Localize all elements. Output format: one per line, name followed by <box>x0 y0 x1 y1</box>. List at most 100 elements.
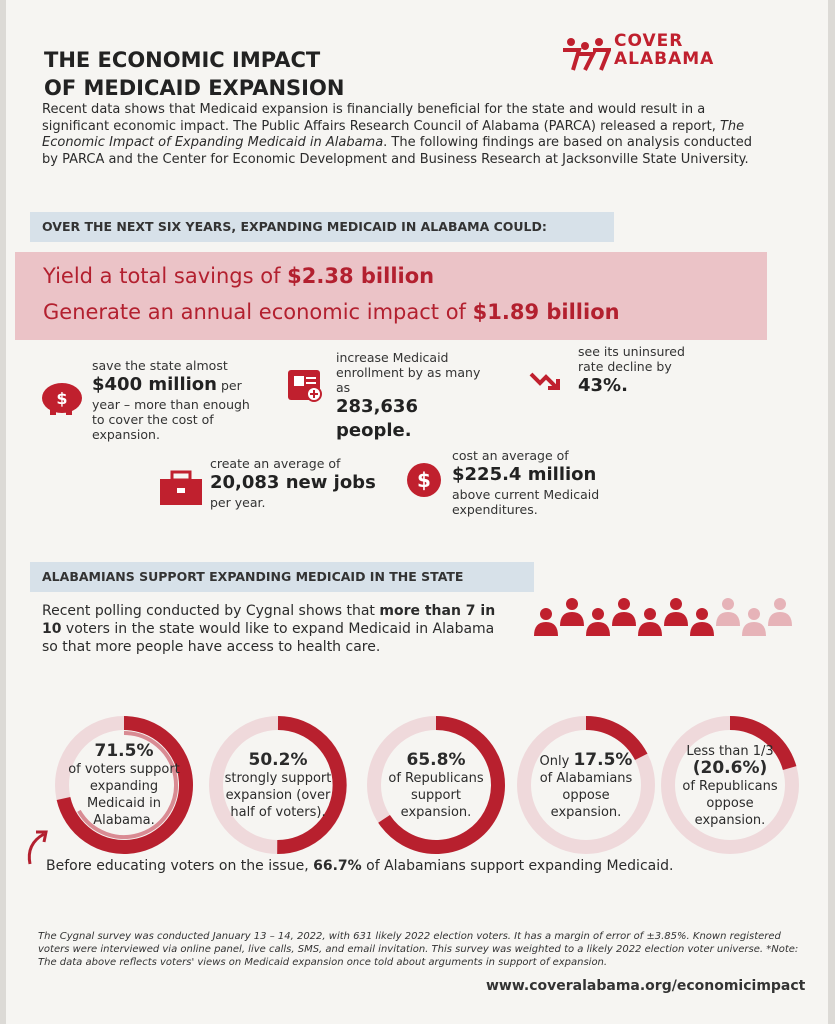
stat-lead: cost an average of <box>452 448 569 463</box>
ring-label: 17.5% <box>573 749 633 770</box>
ring-label: 71.5% <box>94 741 154 761</box>
ring-label: (20.6%) <box>692 758 768 778</box>
ring: Only 17.5% of Alabamians oppose expansion… <box>511 710 661 860</box>
stat: increase Medicaid enrollment by as many … <box>336 350 496 443</box>
ring-prefix: Only <box>539 753 570 769</box>
title: THE ECONOMIC IMPACT OF MEDICAID EXPANSIO… <box>44 46 344 102</box>
person-head <box>618 598 630 610</box>
poll-text-part: Recent polling conducted by Cygnal shows… <box>42 603 380 619</box>
stat-figure: 20,083 new jobs <box>210 472 376 493</box>
person-body <box>560 612 584 626</box>
ring-arc <box>56 716 193 854</box>
poll-text-part: voters in the state would like to expand… <box>42 621 495 655</box>
ring-label: 50.2% <box>248 749 308 770</box>
ring-head: 65.8% <box>406 749 466 770</box>
flyer: THE ECONOMIC IMPACT OF MEDICAID EXPANSIO… <box>6 0 828 1024</box>
stat-tail: above current Medicaid expenditures. <box>452 487 600 517</box>
intro: Recent data shows that Medicaid expansio… <box>42 102 752 168</box>
stat-lead: save the state almost <box>92 358 228 373</box>
title-line: THE ECONOMIC IMPACT <box>44 48 321 72</box>
stat-figure: 283,636 people. <box>336 396 418 441</box>
logo-text: COVER <box>614 31 684 51</box>
person-body <box>638 622 662 636</box>
stat-tail: per year. <box>210 495 266 510</box>
ring-label: 65.8% <box>406 749 466 770</box>
stat-lead: increase Medicaid enrollment by as many … <box>336 350 481 395</box>
stat-lead: create an average of <box>210 456 341 471</box>
person-head <box>566 598 578 610</box>
stat: save the state almost $400 million per y… <box>92 358 262 442</box>
stat-figure: $225.4 million <box>452 464 597 485</box>
svg-text:$: $ <box>56 389 67 408</box>
svg-text:$: $ <box>417 468 431 492</box>
ring-text: Only 17.5% of Alabamians oppose expansion… <box>529 736 643 836</box>
piggy-icon: $ <box>42 383 82 415</box>
ring-head: 71.5% <box>95 743 154 761</box>
ring-caption: of Alabamians oppose expansion. <box>539 770 633 820</box>
ring-arc <box>585 716 648 761</box>
stat-tail: per year – more than enough to cover the… <box>92 378 250 442</box>
ring-head: Less than 1/3 (20.6%) <box>673 743 787 778</box>
ring-head: 50.2% <box>248 749 308 770</box>
ring-caption: of voters support expanding Medicaid in … <box>68 762 180 828</box>
person-body <box>664 612 688 626</box>
person-body <box>768 612 792 626</box>
highlight-figure: $2.38 billion <box>287 264 435 288</box>
report-title: The Economic Impact of Expanding Medicai… <box>42 118 745 151</box>
section-heading: OVER THE NEXT SIX YEARS, EXPANDING MEDIC… <box>30 212 614 242</box>
logo: COVER ALABAMA <box>614 32 714 68</box>
poll-text: Recent polling conducted by Cygnal shows… <box>42 602 512 656</box>
highlight: Generate an annual economic impact of $1… <box>43 294 739 330</box>
poll-highlight: more than 7 in 10 <box>42 603 496 637</box>
ring: 65.8% of Republicans support expansion. <box>361 710 511 860</box>
person-head <box>644 608 656 620</box>
note: Before educating voters on the issue, 66… <box>46 858 673 874</box>
ring-caption: strongly support expansion (over half of… <box>224 770 332 820</box>
note-figure: 66.7% <box>313 858 362 874</box>
stat: create an average of 20,083 new jobs per… <box>210 456 410 510</box>
arrow-icon <box>27 830 48 865</box>
person-body <box>742 622 766 636</box>
stat: cost an average of $225.4 million above … <box>452 448 642 517</box>
ring: Less than 1/3 (20.6%) of Republicans oppo… <box>655 710 805 860</box>
section-heading: ALABAMIANS SUPPORT EXPANDING MEDICAID IN… <box>30 562 534 592</box>
stat-figure: $400 million <box>92 374 217 395</box>
ring-head: Only 17.5% <box>539 749 633 770</box>
stat-figure: 43%. <box>578 375 628 396</box>
title-line: OF MEDICAID EXPANSION <box>44 76 345 100</box>
person-head <box>748 608 760 620</box>
ring: 50.2% strongly support expansion (over ha… <box>203 710 353 860</box>
survey-note: The Cygnal survey was conducted January … <box>38 931 799 968</box>
person-head <box>774 598 786 610</box>
person-head <box>592 608 604 620</box>
ring-caption: of Republicans support expansion. <box>388 770 484 820</box>
ring-text: 71.5% of voters support expanding Medicai… <box>67 736 181 836</box>
ring-arc <box>277 716 347 855</box>
logo-icon <box>563 38 611 71</box>
before-arc <box>77 731 178 839</box>
ring-prefix: Less than 1/3 <box>686 744 774 759</box>
ring-arc <box>378 716 505 854</box>
url: www.coveralabama.org/economicimpact <box>486 978 806 994</box>
highlight-text: Generate an annual economic impact of <box>43 300 473 324</box>
ring-chart <box>55 716 193 854</box>
briefcase-icon <box>160 470 202 505</box>
highlight-box: Yield a total savings of $2.38 billion G… <box>15 252 767 340</box>
dollar-icon: $ <box>407 463 441 497</box>
ring-arc <box>729 716 797 771</box>
person-body <box>586 622 610 636</box>
ring-caption: of Republicans oppose expansion. <box>682 779 778 828</box>
ring: 71.5% of voters support expanding Medicai… <box>49 710 199 860</box>
stat: see its uninsured rate decline by 43%. <box>578 344 698 398</box>
intro-text: . The following findings are based on an… <box>42 135 752 167</box>
ring-text: 50.2% strongly support expansion (over ha… <box>221 736 335 836</box>
enrollment-icon <box>288 370 322 402</box>
intro-text: Recent data shows that Medicaid expansio… <box>42 102 720 134</box>
ring-chart <box>367 716 505 854</box>
ring-text: Less than 1/3 (20.6%) of Republicans oppo… <box>673 736 787 836</box>
person-body <box>612 612 636 626</box>
ring-chart <box>209 716 347 855</box>
ring-chart <box>661 716 799 854</box>
ring-chart <box>517 716 655 854</box>
